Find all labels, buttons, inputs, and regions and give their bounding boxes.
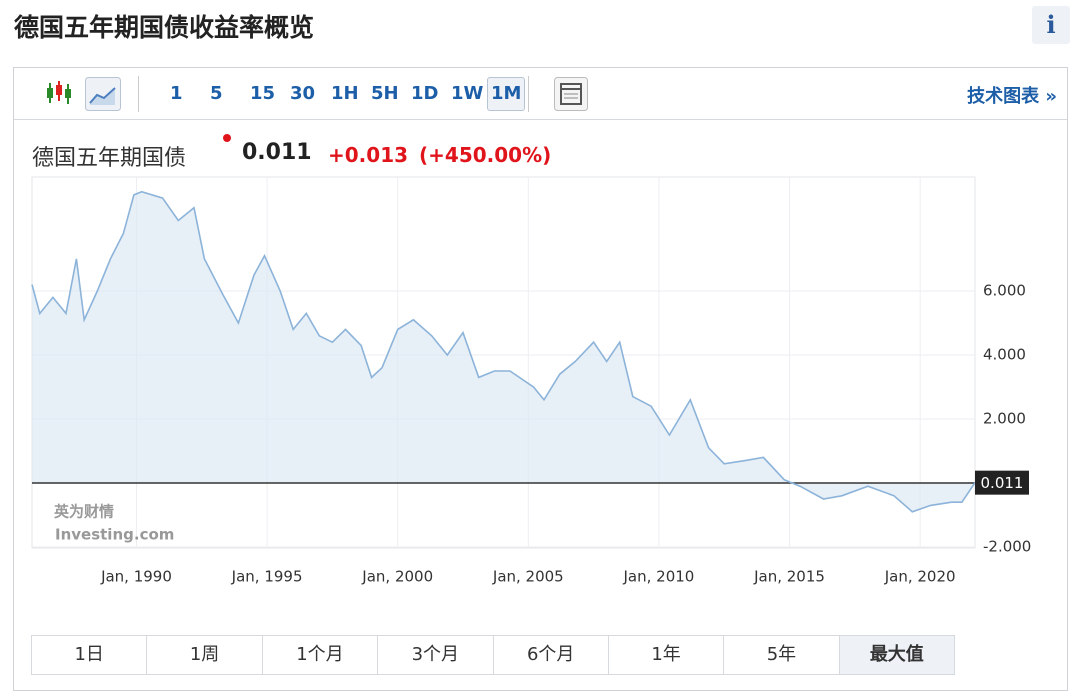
current-value-label: 0.011 [981, 474, 1024, 492]
range-button[interactable]: 1个月 [263, 636, 379, 674]
current-value-tag [975, 470, 1029, 495]
x-tick-label: Jan, 2005 [492, 568, 564, 586]
range-button[interactable]: 最大值 [839, 636, 954, 674]
chart-frame [13, 67, 1068, 691]
watermark-brand: 英为财情 [54, 503, 114, 521]
quote-change-percent: (+450.00%) [419, 143, 552, 167]
watermark-site: Investing.com [55, 526, 174, 544]
y-tick-label: 4.000 [983, 345, 1026, 363]
interval-button[interactable]: 1H [331, 83, 359, 104]
toolbar: 1 5 15 30 1H 5H 1D 1W 1M 技术图表 » [14, 68, 1067, 120]
y-tick-label: 2.000 [983, 409, 1026, 427]
interval-button[interactable]: 15 [250, 83, 276, 104]
interval-button[interactable]: 1W [451, 83, 484, 104]
interval-button[interactable]: 5 [210, 83, 223, 104]
range-selector: 1日 1周 1个月 3个月 6个月 1年 5年 最大值 [31, 635, 955, 675]
page-title: 德国五年期国债收益率概览 [14, 13, 315, 42]
x-tick-label: Jan, 2020 [884, 568, 956, 586]
settings-icon[interactable] [554, 77, 588, 111]
info-button[interactable]: i [1032, 6, 1070, 44]
interval-button[interactable]: 1M [487, 77, 526, 111]
range-button[interactable]: 1日 [32, 636, 148, 674]
interval-button[interactable]: 5H [371, 83, 399, 104]
range-button[interactable]: 6个月 [494, 636, 609, 674]
interval-button[interactable]: 30 [290, 83, 316, 104]
x-tick-label: Jan, 1995 [231, 568, 303, 586]
interval-button[interactable]: 1 [170, 83, 183, 104]
range-button[interactable]: 5年 [724, 636, 840, 674]
line-icon[interactable] [85, 77, 121, 111]
range-button[interactable]: 3个月 [378, 636, 494, 674]
y-tick-label: 6.000 [983, 281, 1026, 299]
y-tick-label: -2.000 [983, 538, 1031, 556]
range-button[interactable]: 1年 [609, 636, 725, 674]
x-tick-label: Jan, 1990 [100, 568, 172, 586]
quote-last: 0.011 [242, 140, 312, 165]
x-tick-label: Jan, 2010 [623, 568, 695, 586]
quote-change: +0.013 [328, 143, 409, 167]
line [31, 190, 976, 513]
tech-chart-link[interactable]: 技术图表 » [967, 86, 1057, 107]
x-tick-label: Jan, 2015 [753, 568, 825, 586]
area-fill [32, 191, 975, 512]
x-tick-label: Jan, 2000 [361, 568, 433, 586]
interval-button[interactable]: 1D [411, 83, 439, 104]
quote-name: 德国五年期国债 [32, 146, 187, 171]
live-dot [223, 134, 231, 142]
range-button[interactable]: 1周 [147, 636, 263, 674]
candle-icon[interactable] [44, 79, 74, 109]
